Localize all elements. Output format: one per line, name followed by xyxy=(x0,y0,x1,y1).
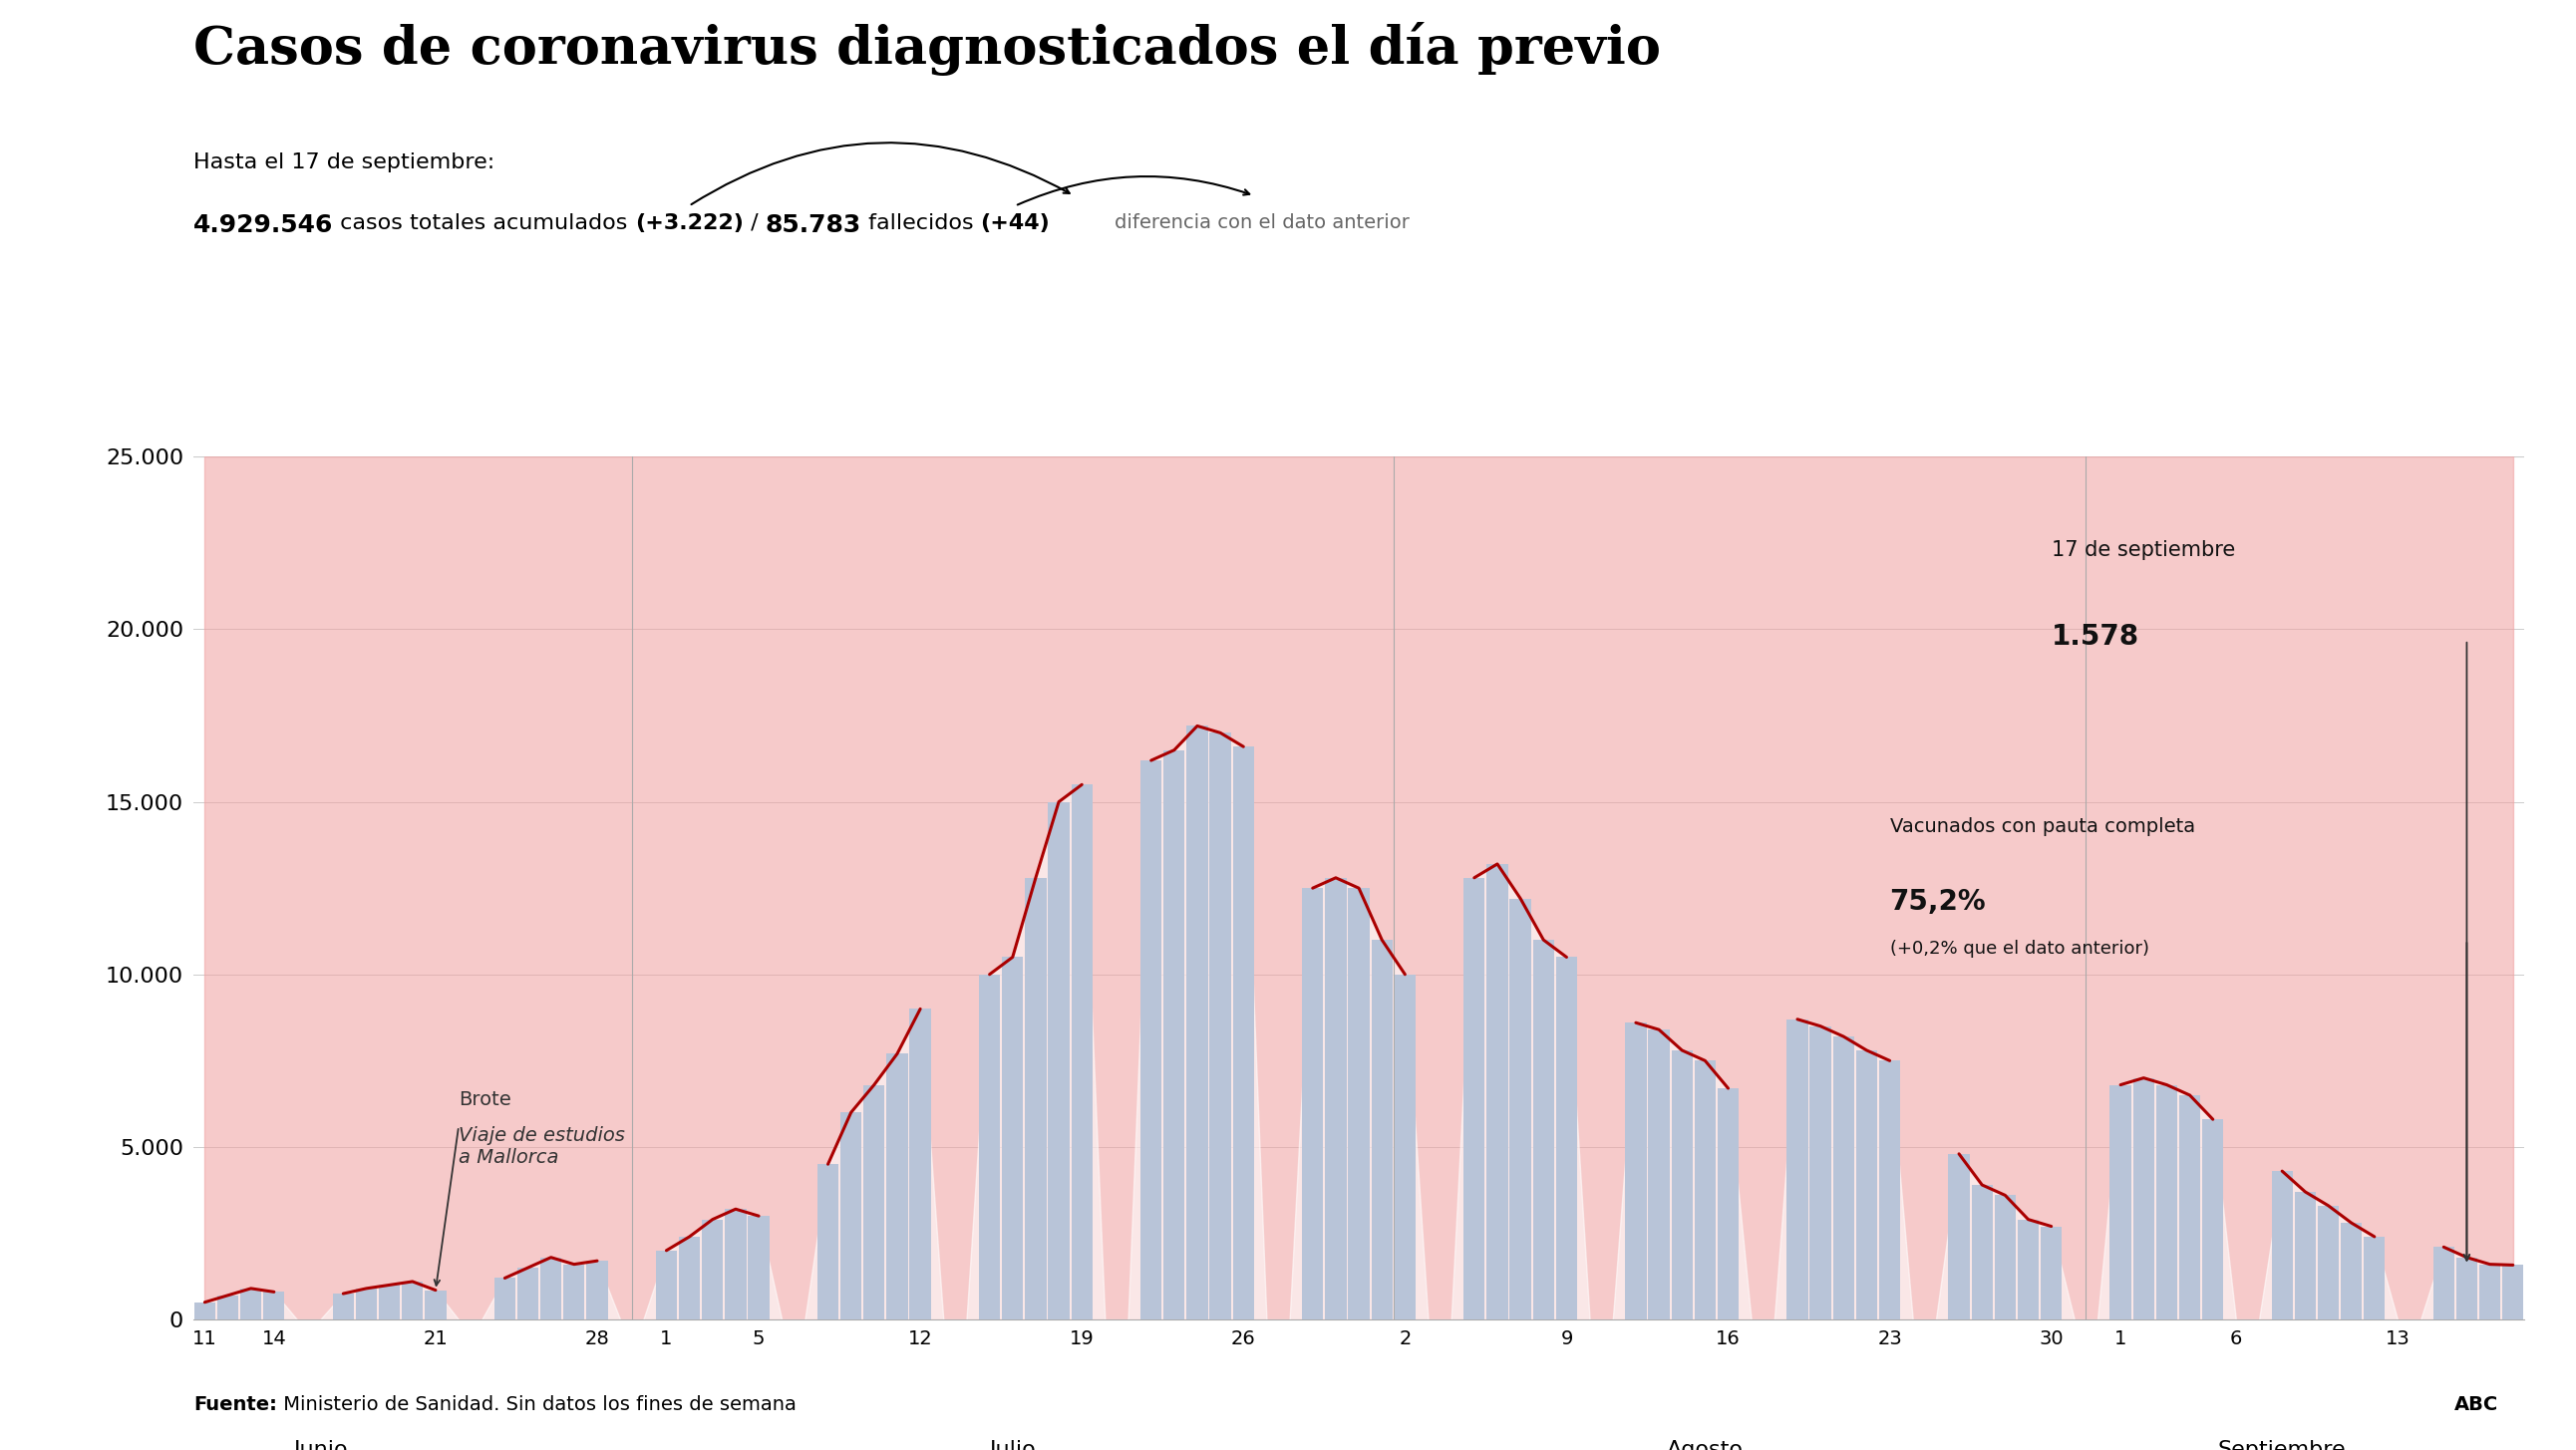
Bar xyxy=(680,1237,701,1320)
Bar xyxy=(724,1209,747,1320)
Text: Junio: Junio xyxy=(294,1440,348,1450)
Bar xyxy=(1370,940,1394,1320)
Bar xyxy=(1048,802,1069,1320)
Text: 17 de septiembre: 17 de septiembre xyxy=(2050,541,2236,560)
Text: Fuente:: Fuente: xyxy=(193,1395,276,1414)
Bar xyxy=(2365,1237,2385,1320)
Bar xyxy=(1533,940,1553,1320)
Bar xyxy=(1811,1027,1832,1320)
Bar xyxy=(1625,1022,1646,1320)
Bar xyxy=(1971,1185,1994,1320)
Bar xyxy=(2110,1085,2130,1320)
Bar xyxy=(1947,1154,1971,1320)
Bar xyxy=(2318,1205,2339,1320)
Bar xyxy=(1718,1089,1739,1320)
Bar xyxy=(332,1293,353,1320)
Bar xyxy=(2478,1264,2501,1320)
Text: Vacunados con pauta completa: Vacunados con pauta completa xyxy=(1891,818,2195,837)
Text: (+0,2% que el dato anterior): (+0,2% que el dato anterior) xyxy=(1891,940,2148,958)
Text: ABC: ABC xyxy=(2455,1395,2499,1414)
Bar xyxy=(2501,1264,2524,1320)
Text: casos totales acumulados: casos totales acumulados xyxy=(332,213,634,233)
Bar xyxy=(1649,1030,1669,1320)
Bar xyxy=(840,1112,860,1320)
Bar xyxy=(1857,1050,1878,1320)
Bar xyxy=(402,1282,422,1320)
Bar xyxy=(564,1264,585,1320)
Bar xyxy=(886,1054,907,1320)
Bar xyxy=(425,1290,446,1320)
Bar xyxy=(1025,877,1046,1320)
Bar xyxy=(193,1302,216,1320)
Bar xyxy=(1211,732,1231,1320)
Bar xyxy=(1486,864,1507,1320)
Bar xyxy=(1002,957,1023,1320)
Bar xyxy=(1463,877,1484,1320)
Bar xyxy=(1556,957,1577,1320)
Bar xyxy=(657,1250,677,1320)
Bar xyxy=(518,1267,538,1320)
Text: Ministerio de Sanidad. Sin datos los fines de semana: Ministerio de Sanidad. Sin datos los fin… xyxy=(276,1395,796,1414)
Text: Septiembre: Septiembre xyxy=(2218,1440,2347,1450)
Bar xyxy=(1834,1037,1855,1320)
Text: Hasta el 17 de septiembre:: Hasta el 17 de septiembre: xyxy=(193,152,495,173)
Text: diferencia con el dato anterior: diferencia con el dato anterior xyxy=(1115,213,1409,232)
Text: /: / xyxy=(744,213,765,233)
Bar xyxy=(2455,1257,2478,1320)
Bar xyxy=(1878,1061,1901,1320)
Bar xyxy=(541,1257,562,1320)
Bar xyxy=(495,1277,515,1320)
Bar xyxy=(747,1217,770,1320)
Bar xyxy=(701,1219,724,1320)
Bar xyxy=(1324,877,1347,1320)
Bar xyxy=(2156,1085,2177,1320)
Text: 1.578: 1.578 xyxy=(2050,622,2138,650)
Text: (+44): (+44) xyxy=(981,213,1051,233)
Text: Brote: Brote xyxy=(459,1090,510,1109)
Bar xyxy=(1301,887,1324,1320)
Text: 85.783: 85.783 xyxy=(765,213,860,236)
Text: Casos de coronavirus diagnosticados el día previo: Casos de coronavirus diagnosticados el d… xyxy=(193,22,1662,75)
Bar xyxy=(909,1009,930,1320)
Text: Viaje de estudios
a Mallorca: Viaje de estudios a Mallorca xyxy=(459,1127,626,1167)
Bar xyxy=(1510,899,1530,1320)
Bar xyxy=(1672,1050,1692,1320)
Text: 75,2%: 75,2% xyxy=(1891,887,1986,916)
Bar xyxy=(1188,726,1208,1320)
Bar xyxy=(2017,1219,2038,1320)
Bar xyxy=(1141,760,1162,1320)
Bar xyxy=(2202,1119,2223,1320)
Text: fallecidos: fallecidos xyxy=(860,213,981,233)
Bar xyxy=(2342,1222,2362,1320)
Bar xyxy=(1164,750,1185,1320)
Bar xyxy=(1394,974,1417,1320)
Bar xyxy=(2133,1077,2154,1320)
Text: Julio: Julio xyxy=(989,1440,1036,1450)
Bar xyxy=(355,1289,376,1320)
Bar xyxy=(979,974,999,1320)
Bar xyxy=(1072,784,1092,1320)
Bar xyxy=(2179,1095,2200,1320)
Text: (+3.222): (+3.222) xyxy=(634,213,744,233)
Bar xyxy=(1994,1195,2017,1320)
Bar xyxy=(1695,1061,1716,1320)
Bar xyxy=(817,1164,840,1320)
Bar xyxy=(2434,1247,2455,1320)
Bar xyxy=(263,1292,283,1320)
Bar xyxy=(1347,887,1370,1320)
Bar xyxy=(587,1262,608,1320)
Bar xyxy=(2295,1192,2316,1320)
Bar xyxy=(379,1285,399,1320)
Bar xyxy=(2272,1172,2293,1320)
Bar xyxy=(1788,1019,1808,1320)
Text: 4.929.546: 4.929.546 xyxy=(193,213,332,236)
Bar xyxy=(216,1295,240,1320)
Bar xyxy=(1234,747,1255,1320)
Bar xyxy=(863,1085,884,1320)
Bar xyxy=(240,1289,263,1320)
Bar xyxy=(2040,1227,2061,1320)
Text: Agosto: Agosto xyxy=(1667,1440,1744,1450)
